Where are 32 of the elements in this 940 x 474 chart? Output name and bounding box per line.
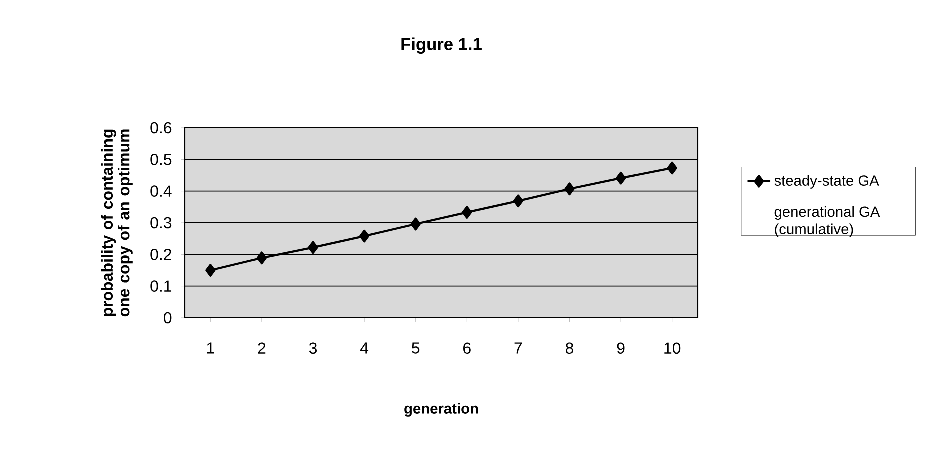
y-tick-label: 0.2 [150,249,172,260]
point [359,230,370,243]
x-tick-label: 8 [566,342,574,354]
y-tick-label: 0 [164,312,172,324]
x-tick-label: 9 [617,342,625,354]
x-tick-label: 10 [664,342,681,354]
chart-title: Figure 1.1 [402,38,482,54]
y-tick-label: 0.6 [150,122,172,134]
point [256,252,268,265]
x-tick-label: 7 [514,342,522,354]
x-tick-label: 4 [360,342,369,354]
legend-label: steady-state GA [774,175,880,189]
x-tick-label: 5 [412,342,420,354]
point [667,162,678,175]
x-tick-label: 3 [309,342,317,354]
x-tick-label: 1 [207,342,214,354]
point [564,182,575,196]
y-tick-label: 0.1 [150,280,172,292]
point [206,264,216,277]
y-tick-label: 0.4 [150,186,172,197]
point [513,194,524,208]
y-tick-label: 0.3 [150,217,172,229]
point [462,206,472,219]
point [616,172,626,185]
point [410,218,421,231]
x-tick-label: 6 [464,342,471,354]
x-tick-label: 2 [258,342,266,354]
y-axis-title: probability of containing one copy of an optimum [101,130,133,317]
text: generational GA (cumulative) [774,206,880,238]
y-tick-label: 0.5 [150,154,172,166]
point [308,241,318,254]
x-axis-title: generation [404,403,478,417]
